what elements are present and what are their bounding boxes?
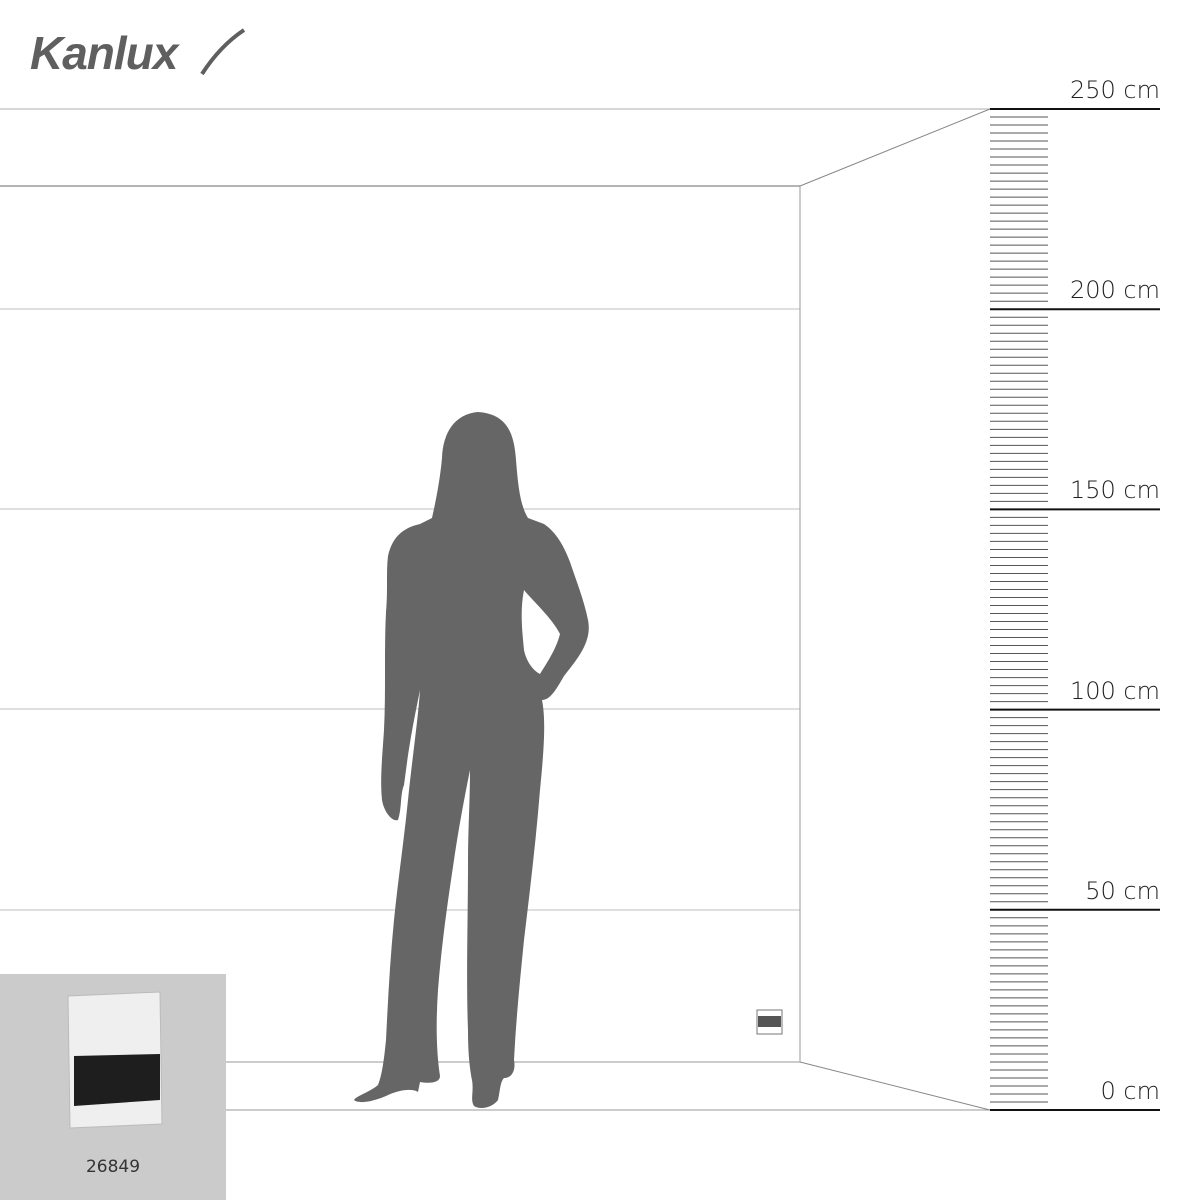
ruler-label: 150 cm xyxy=(1069,476,1160,505)
ruler-label: 100 cm xyxy=(1069,676,1160,705)
ruler-ticks xyxy=(990,108,1160,1111)
perspective-line-top xyxy=(799,108,991,187)
logo-swoosh-icon xyxy=(200,28,246,76)
ruler-label: 250 cm xyxy=(1069,76,1160,104)
ruler-label: 200 cm xyxy=(1069,276,1160,305)
product-on-wall-band xyxy=(758,1016,781,1027)
kanlux-logo: Kanlux xyxy=(30,27,178,79)
product-code: 26849 xyxy=(85,1157,141,1177)
ruler-label: 0 cm xyxy=(1100,1077,1160,1105)
product-thumbnail xyxy=(0,974,226,1200)
perspective-line-bottom xyxy=(799,1061,991,1111)
ruler-label: 50 cm xyxy=(1085,876,1160,905)
product-band xyxy=(74,1054,160,1106)
woman-silhouette xyxy=(354,412,589,1108)
